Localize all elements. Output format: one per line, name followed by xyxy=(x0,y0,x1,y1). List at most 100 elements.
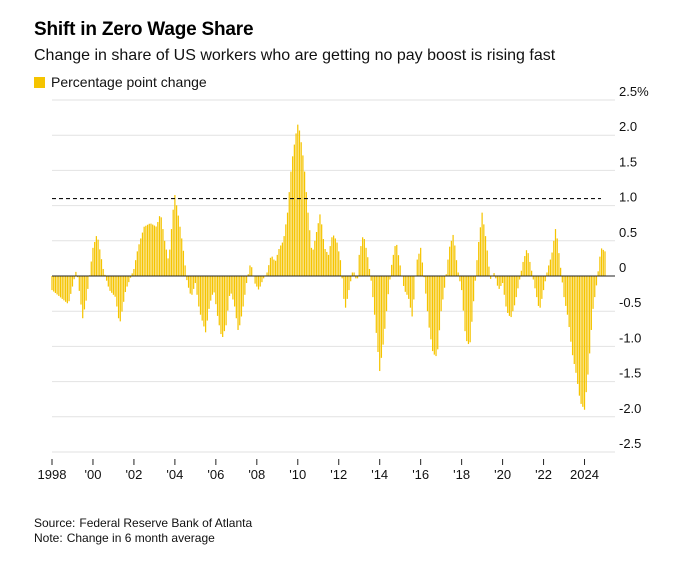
bar xyxy=(274,260,277,276)
bar xyxy=(100,259,103,276)
bar xyxy=(503,276,505,295)
bar xyxy=(570,276,572,342)
bar xyxy=(300,142,302,276)
bar xyxy=(210,276,212,301)
bar xyxy=(169,249,171,276)
x-tick-label: '06 xyxy=(207,467,224,482)
bar xyxy=(580,276,582,404)
bar xyxy=(71,276,74,287)
bar xyxy=(223,276,226,332)
bar xyxy=(315,232,318,276)
bar xyxy=(501,276,504,284)
bar xyxy=(423,276,425,278)
bar xyxy=(225,276,227,326)
bar xyxy=(566,276,569,315)
bar xyxy=(162,229,164,276)
bar xyxy=(218,276,220,326)
bar xyxy=(321,224,323,276)
bar xyxy=(474,276,476,281)
bar xyxy=(322,239,324,276)
y-tick-label: 1.0 xyxy=(619,190,637,205)
bar xyxy=(362,237,364,276)
bar xyxy=(107,276,109,287)
bar xyxy=(112,276,115,295)
note-row: Note: Change in 6 month average xyxy=(34,531,252,546)
x-tick-label: 1998 xyxy=(38,467,67,482)
bar xyxy=(76,276,79,278)
x-tick-label: '22 xyxy=(535,467,552,482)
bar xyxy=(344,276,347,308)
bar xyxy=(239,276,241,326)
bar xyxy=(599,256,601,276)
bar xyxy=(276,254,278,276)
bar xyxy=(305,192,307,276)
bar xyxy=(297,124,299,276)
bar xyxy=(573,276,575,364)
bar xyxy=(123,276,125,302)
bar xyxy=(510,276,512,318)
bar xyxy=(126,276,128,287)
bar xyxy=(334,238,336,276)
bar xyxy=(558,253,560,276)
source-row: Source: Federal Reserve Bank of Atlanta xyxy=(34,516,252,531)
bar xyxy=(329,246,331,276)
bar xyxy=(350,276,352,282)
bar xyxy=(288,192,290,276)
bar xyxy=(244,276,246,295)
bar xyxy=(117,276,120,319)
bar xyxy=(261,276,263,283)
bar xyxy=(553,240,555,276)
bar xyxy=(263,276,265,279)
bar xyxy=(191,276,193,295)
bar xyxy=(206,276,208,321)
bar xyxy=(416,259,418,276)
bar xyxy=(189,276,191,294)
bar xyxy=(109,276,111,291)
bar xyxy=(181,238,183,276)
bar xyxy=(68,276,70,302)
bar xyxy=(464,276,466,332)
bar xyxy=(577,276,579,384)
bar xyxy=(498,276,500,289)
source-text: Federal Reserve Bank of Atlanta xyxy=(79,516,253,530)
bar xyxy=(78,276,80,291)
bar xyxy=(358,254,360,276)
bar xyxy=(428,276,430,328)
bar xyxy=(70,276,72,294)
bar xyxy=(565,276,567,306)
bar xyxy=(455,260,458,276)
bar xyxy=(421,262,423,276)
chart-title: Shift in Zero Wage Share xyxy=(34,19,254,40)
bar xyxy=(560,267,562,276)
bar xyxy=(425,276,427,294)
bar xyxy=(228,276,231,296)
bar xyxy=(222,276,224,338)
x-tick-label: '02 xyxy=(125,467,142,482)
legend-label: Percentage point change xyxy=(51,74,207,90)
bar xyxy=(333,235,335,276)
bar xyxy=(187,276,190,288)
bar xyxy=(165,249,167,276)
bar xyxy=(479,227,482,276)
bar xyxy=(517,276,519,289)
bar xyxy=(290,171,292,276)
bar xyxy=(370,276,372,281)
bar xyxy=(467,276,470,345)
bar xyxy=(508,276,511,316)
bar xyxy=(80,276,82,305)
y-tick-label: -0.5 xyxy=(619,295,641,310)
bar xyxy=(116,276,118,307)
bar xyxy=(380,276,383,358)
bar xyxy=(266,272,268,276)
bar xyxy=(135,260,137,276)
bar xyxy=(278,249,280,276)
bar xyxy=(495,276,497,279)
bar xyxy=(128,276,130,283)
bar xyxy=(164,240,166,276)
bar xyxy=(273,259,275,276)
bar xyxy=(174,195,176,276)
bar xyxy=(186,276,188,281)
bar xyxy=(167,258,169,276)
bar xyxy=(312,249,314,276)
bar xyxy=(213,276,215,293)
